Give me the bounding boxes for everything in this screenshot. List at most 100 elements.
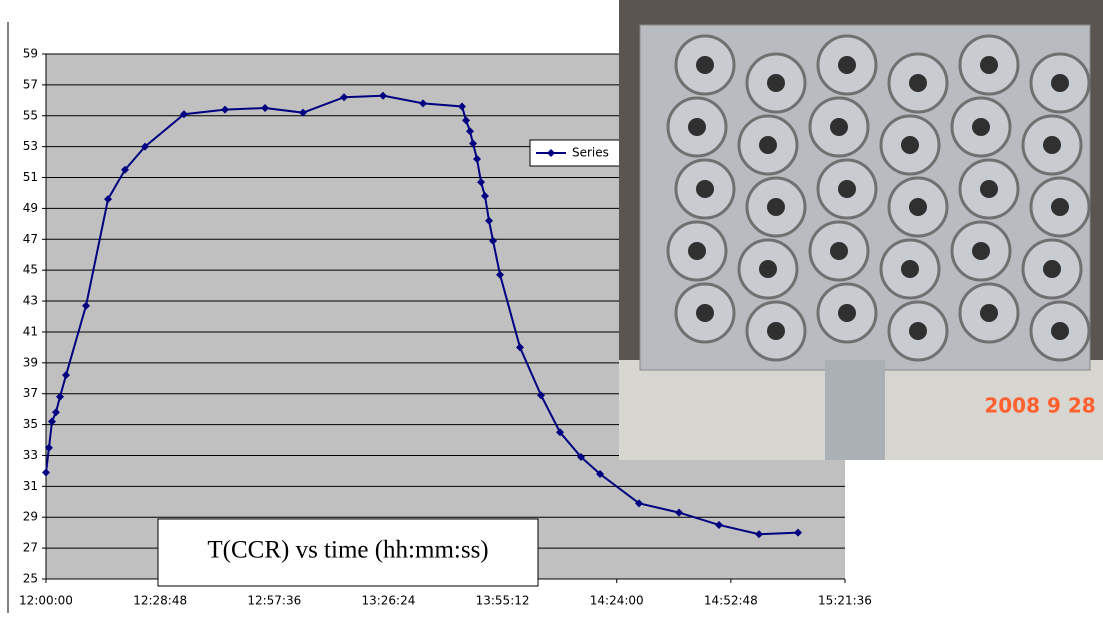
mirror-center <box>1051 74 1069 92</box>
y-tick-label: 35 <box>23 417 38 431</box>
y-tick-label: 53 <box>23 139 38 153</box>
annotation: T(CCR) vs time (hh:mm:ss) <box>207 537 488 564</box>
y-tick-label: 29 <box>23 510 38 524</box>
mirror-center <box>759 136 777 154</box>
marker <box>121 165 130 174</box>
y-tick-label: 33 <box>23 448 38 462</box>
y-tick-label: 57 <box>23 77 38 91</box>
x-tick-label: 15:21:36 <box>818 594 872 608</box>
marker <box>596 470 605 478</box>
marker <box>635 499 644 508</box>
marker <box>458 102 467 111</box>
legend-label: Series <box>572 146 609 160</box>
y-tick-label: 47 <box>23 232 38 246</box>
marker <box>466 127 475 136</box>
x-tick-label: 14:52:48 <box>704 594 758 608</box>
y-tick-label: 41 <box>23 324 38 338</box>
x-tick-label: 13:55:12 <box>476 594 530 608</box>
y-tick-label: 59 <box>23 47 38 61</box>
marker <box>221 105 230 114</box>
marker <box>104 195 113 204</box>
y-tick-label: 45 <box>23 263 38 277</box>
stand <box>825 360 885 460</box>
marker <box>299 108 308 117</box>
marker <box>340 93 349 102</box>
marker <box>477 178 486 187</box>
mirror-center <box>909 74 927 92</box>
mirror-center <box>767 322 785 340</box>
mirror-center <box>980 304 998 322</box>
marker <box>141 142 150 151</box>
x-tick-label: 12:57:36 <box>247 594 301 608</box>
marker <box>485 216 494 225</box>
mirror-center <box>980 56 998 74</box>
marker <box>675 508 684 517</box>
legend-marker <box>547 149 555 157</box>
marker <box>473 155 482 163</box>
mirror-center <box>972 242 990 260</box>
marker <box>179 110 188 119</box>
marker <box>419 99 428 108</box>
marker <box>516 343 525 352</box>
marker <box>56 392 65 401</box>
mirror-center <box>972 118 990 136</box>
mirror-center <box>980 180 998 198</box>
y-tick-label: 25 <box>23 572 38 586</box>
x-tick-label: 12:00:00 <box>19 594 73 608</box>
marker <box>577 453 586 462</box>
x-tick-label: 12:28:48 <box>133 594 187 608</box>
photo: 2008 9 28 <box>619 0 1103 460</box>
marker <box>489 236 498 245</box>
marker <box>51 408 60 417</box>
marker <box>481 192 490 201</box>
y-tick-label: 39 <box>23 355 38 369</box>
mirror-center <box>1043 136 1061 154</box>
photo-stamp: 2008 9 28 <box>984 394 1095 418</box>
y-tick-label: 55 <box>23 108 38 122</box>
mirror-center <box>909 322 927 340</box>
mirror-center <box>830 242 848 260</box>
mirror-center <box>1051 198 1069 216</box>
mirror-center <box>838 180 856 198</box>
y-tick-label: 27 <box>23 541 38 555</box>
marker <box>715 520 724 529</box>
mirror-center <box>688 242 706 260</box>
mirror-center <box>688 118 706 136</box>
mirror-center <box>696 304 714 322</box>
marker <box>755 530 764 539</box>
mirror-center <box>909 198 927 216</box>
marker <box>62 371 71 380</box>
marker <box>794 528 803 537</box>
mirror-center <box>901 136 919 154</box>
mirror-center <box>1051 322 1069 340</box>
marker <box>469 139 478 148</box>
marker <box>379 91 388 100</box>
mirror-center <box>696 56 714 74</box>
marker <box>48 417 57 426</box>
y-tick-label: 43 <box>23 294 38 308</box>
x-tick-label: 14:24:00 <box>590 594 644 608</box>
y-tick-label: 51 <box>23 170 38 184</box>
mirror-center <box>901 260 919 278</box>
marker <box>44 443 53 452</box>
x-tick-label: 13:26:24 <box>361 594 415 608</box>
marker <box>556 428 565 437</box>
y-tick-label: 49 <box>23 201 38 215</box>
mirror-center <box>767 198 785 216</box>
mirror-center <box>838 56 856 74</box>
y-tick-label: 37 <box>23 386 38 400</box>
y-tick-label: 31 <box>23 479 38 493</box>
marker <box>42 468 50 477</box>
mirror-center <box>696 180 714 198</box>
marker <box>261 104 270 113</box>
mirror-center <box>830 118 848 136</box>
marker <box>82 301 91 310</box>
marker <box>496 270 505 279</box>
mirror-center <box>1043 260 1061 278</box>
mirror-center <box>767 74 785 92</box>
mirror-center <box>759 260 777 278</box>
annotation-box <box>157 518 539 587</box>
mirror-center <box>838 304 856 322</box>
marker <box>462 116 471 125</box>
